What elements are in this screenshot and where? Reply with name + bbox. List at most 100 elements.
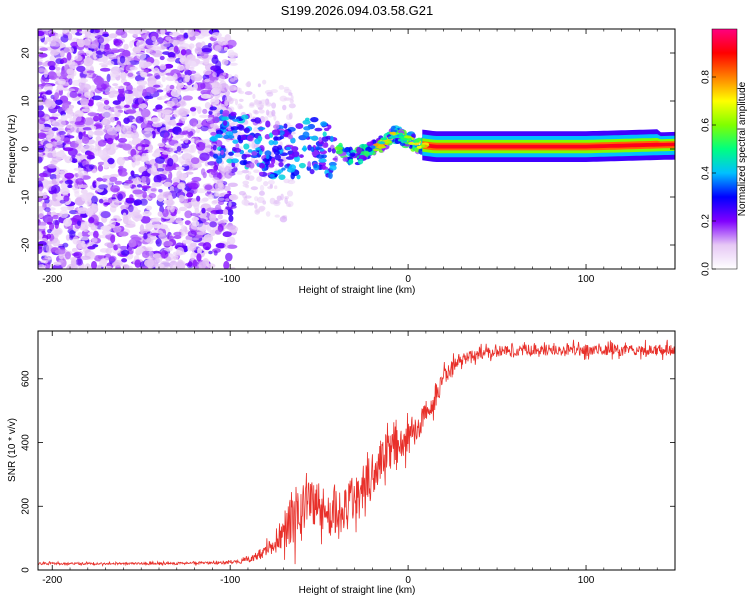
spectrogram-ridge-blob xyxy=(257,135,263,142)
spectrogram-ridge-blob xyxy=(285,146,292,151)
spectrogram-noise-blob xyxy=(45,36,52,42)
spectrogram-noise-blob xyxy=(151,35,157,42)
spectrogram-noise-blob xyxy=(122,215,129,225)
spectrogram-noise-blob xyxy=(146,205,152,211)
spectrogram-noise-blob xyxy=(265,211,271,217)
spectrogram-noise-blob xyxy=(141,103,146,107)
spectrogram-noise-blob xyxy=(185,171,194,175)
spectrogram-noise-blob xyxy=(169,147,177,152)
spectrogram-noise-blob xyxy=(196,195,201,202)
spectrogram-noise-blob xyxy=(63,147,74,152)
spectrogram-noise-blob xyxy=(132,189,144,195)
spectrogram-noise-blob xyxy=(41,29,51,32)
spectrogram-noise-blob xyxy=(85,207,94,217)
spectrogram-ridge-blob xyxy=(335,149,343,155)
spectrogram-noise-blob xyxy=(57,78,66,85)
spectrogram-noise-blob xyxy=(190,157,200,165)
spectrogram-ridge-blob xyxy=(310,135,319,141)
spectrogram-ridge-blob xyxy=(246,134,254,142)
colorbar-tick-label: 0.4 xyxy=(701,166,712,180)
spectrogram-ridge-blob xyxy=(321,136,329,143)
spectrogram-noise-blob xyxy=(62,242,69,248)
spectrogram-noise-blob xyxy=(165,36,172,41)
spectrogram-noise-blob xyxy=(44,83,53,92)
spectrogram-noise-blob xyxy=(184,210,193,219)
spectrogram-noise-blob xyxy=(55,178,60,182)
spectrogram-noise-blob xyxy=(180,160,190,167)
spectrogram-noise-blob xyxy=(38,68,46,73)
spectrogram-noise-blob xyxy=(161,151,171,155)
spectrogram-y-tick-label: 0 xyxy=(21,146,32,152)
spectrogram-noise-blob xyxy=(227,182,238,187)
spectrogram-ridge-blob xyxy=(281,167,286,171)
spectrogram-noise-blob xyxy=(173,110,180,118)
spectrogram-noise-blob xyxy=(55,195,66,200)
spectrogram-noise-blob xyxy=(67,32,73,41)
spectrogram-ridge-blob xyxy=(310,146,315,152)
spectrogram-noise-blob xyxy=(39,47,48,52)
spectrogram-noise-blob xyxy=(71,184,79,191)
spectrogram-noise-blob xyxy=(176,82,185,89)
spectrogram-noise-blob xyxy=(93,76,104,86)
spectrogram-noise-blob xyxy=(184,220,191,226)
spectrogram-ridge-blob xyxy=(228,151,234,156)
spectrogram-ridge-blob xyxy=(328,172,333,179)
spectrogram-noise-blob xyxy=(218,200,225,206)
spectrogram-ridge-blob xyxy=(322,131,327,137)
spectrogram-noise-blob xyxy=(173,235,182,240)
spectrogram-noise-blob xyxy=(105,124,114,132)
spectrogram-ridge-blob xyxy=(401,137,408,141)
spectrogram-noise-blob xyxy=(81,240,86,248)
spectrogram-noise-blob xyxy=(256,103,264,109)
spectrogram-noise-blob xyxy=(262,200,267,205)
spectrogram-ridge-blob xyxy=(269,174,275,178)
spectrogram-noise-blob xyxy=(212,71,217,78)
spectrogram-noise-blob xyxy=(192,259,198,268)
spectrogram-noise-blob xyxy=(151,182,163,187)
spectrogram-noise-blob xyxy=(98,198,104,204)
spectrogram-ridge-blob xyxy=(302,131,310,139)
spectrogram-noise-blob xyxy=(97,161,105,166)
spectrogram-noise-blob xyxy=(145,86,156,94)
spectrogram-noise-blob xyxy=(176,102,183,107)
spectrogram-ridge-blob xyxy=(243,143,250,150)
spectrogram-ridge-blob xyxy=(372,148,380,152)
spectrogram-noise-blob xyxy=(254,204,258,209)
spectrogram-noise-blob xyxy=(132,33,139,37)
spectrogram-ridge-blob xyxy=(223,134,230,139)
spectrogram-noise-blob xyxy=(141,266,149,269)
spectrogram-noise-blob xyxy=(120,71,127,81)
spectrogram-noise-blob xyxy=(176,170,183,180)
spectrogram-noise-blob xyxy=(179,29,185,34)
spectrogram-noise-blob xyxy=(208,250,213,255)
spectrogram-noise-blob xyxy=(132,46,142,54)
spectrogram-noise-blob xyxy=(99,67,111,72)
spectrogram-noise-blob xyxy=(146,238,154,245)
spectrogram-noise-blob xyxy=(77,78,89,83)
spectrogram-noise-blob xyxy=(226,244,238,249)
spectrogram-noise-blob xyxy=(118,90,126,98)
spectrogram-noise-blob xyxy=(134,159,141,166)
spectrogram-noise-blob xyxy=(136,184,143,188)
spectrogram-noise-blob xyxy=(166,57,176,62)
spectrogram-noise-blob xyxy=(214,229,222,235)
spectrogram-noise-blob xyxy=(135,247,146,254)
spectrogram-noise-blob xyxy=(143,95,154,100)
spectrogram-noise-blob xyxy=(91,203,99,212)
spectrogram-noise-blob xyxy=(226,236,236,245)
spectrogram-noise-blob xyxy=(163,63,174,69)
spectrogram-noise-blob xyxy=(195,123,202,128)
spectrogram-noise-blob xyxy=(172,36,182,41)
spectrogram-noise-blob xyxy=(150,188,157,192)
spectrogram-ridge-blob xyxy=(220,149,225,156)
spectrogram-noise-blob xyxy=(212,177,220,182)
spectrogram-noise-blob xyxy=(284,197,288,204)
spectrogram-noise-blob xyxy=(106,137,114,145)
spectrogram-noise-blob xyxy=(105,144,112,151)
snr-y-tick-label: 0 xyxy=(21,567,32,573)
spectrogram-noise-blob xyxy=(164,144,172,148)
spectrogram-noise-blob xyxy=(68,61,78,70)
spectrogram-noise-blob xyxy=(214,113,220,117)
spectrogram-noise-blob xyxy=(96,53,103,59)
spectrogram-ridge-blob xyxy=(357,158,364,165)
